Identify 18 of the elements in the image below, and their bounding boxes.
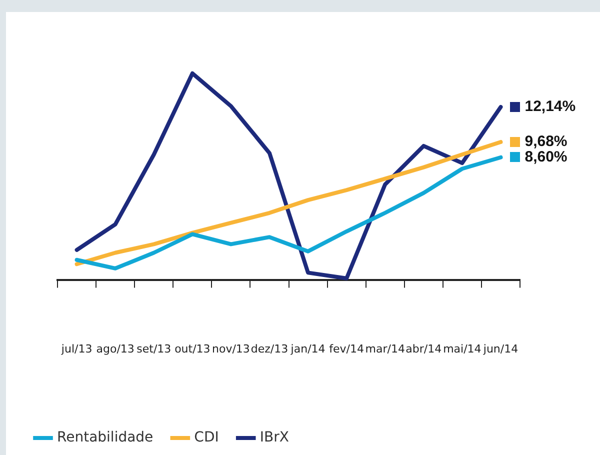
x-tick-label: jan/14 — [290, 342, 326, 356]
x-tick-label: mar/14 — [365, 342, 405, 356]
legend-label: Rentabilidade — [57, 430, 154, 446]
x-tick-label: ago/13 — [96, 342, 134, 356]
x-tick-label: mai/14 — [443, 342, 482, 356]
data-label: 12,14% — [524, 98, 576, 116]
legend-label: CDI — [194, 430, 219, 446]
x-tick-label: set/13 — [136, 342, 172, 356]
x-tick-label: jun/14 — [482, 342, 518, 356]
legend-label: IBrX — [260, 430, 290, 446]
x-tick-label: jul/13 — [60, 342, 92, 356]
x-tick-label: nov/13 — [212, 342, 250, 356]
x-tick-label: dez/13 — [250, 342, 288, 356]
data-label: 8,60% — [524, 148, 568, 166]
x-tick-label: fev/14 — [329, 342, 364, 356]
x-tick-label: abr/14 — [406, 342, 442, 356]
data-label: 9,68% — [524, 133, 568, 150]
x-tick-label: out/13 — [174, 342, 210, 356]
